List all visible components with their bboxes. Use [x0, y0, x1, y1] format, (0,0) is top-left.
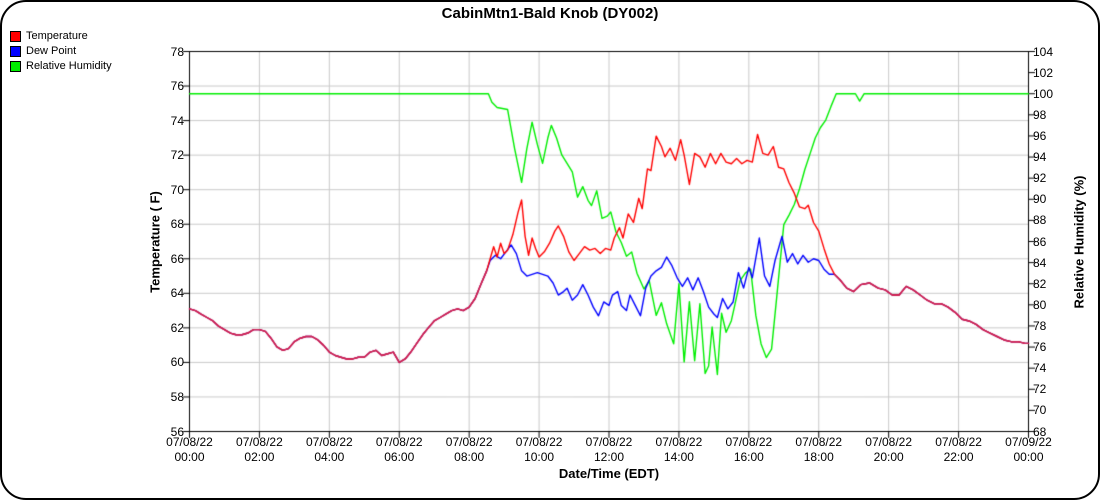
x-tick-time: 16:00: [733, 450, 764, 464]
y-axis-left-tick-label: 78: [170, 44, 184, 59]
legend-swatch-dew-point: [10, 46, 21, 57]
x-axis-tick-label: 07/08/22 06:00: [364, 435, 434, 465]
x-tick-time: 20:00: [873, 450, 904, 464]
x-axis-tick-label: 07/08/22 16:00: [714, 435, 784, 465]
chart-title: CabinMtn1-Bald Knob (DY002): [441, 5, 659, 22]
y-axis-right-tick-label: 68: [1033, 424, 1047, 439]
y-axis-left-title: Temperature ( F): [147, 191, 163, 293]
x-axis-tick-label: 07/08/22 00:00: [155, 435, 225, 465]
x-tick-time: 22:00: [943, 450, 974, 464]
y-axis-left-tick-label: 64: [170, 286, 184, 301]
x-tick-date: 07/08/22: [236, 435, 283, 449]
y-axis-right-tick-label: 90: [1033, 192, 1047, 207]
x-tick-time: 02:00: [244, 450, 275, 464]
legend-swatch-relative-humidity: [10, 61, 21, 72]
y-axis-right-tick-label: 80: [1033, 297, 1047, 312]
x-tick-date: 07/08/22: [305, 435, 353, 449]
legend-item: Dew Point: [10, 44, 112, 59]
y-axis-right-tick-label: 88: [1033, 213, 1047, 228]
y-axis-right-tick-label: 72: [1033, 382, 1047, 397]
y-axis-right-tick-label: 92: [1033, 171, 1047, 186]
x-tick-date: 07/08/22: [795, 435, 843, 449]
x-axis-tick-label: 07/08/22 02:00: [224, 435, 294, 465]
x-axis-tick-label: 07/08/22 14:00: [644, 435, 714, 465]
legend-label: Dew Point: [26, 45, 77, 57]
y-axis-left-tick-label: 66: [170, 251, 184, 266]
y-axis-left-tick-label: 58: [170, 389, 184, 404]
y-axis-left-tick-label: 60: [170, 355, 184, 370]
x-tick-date: 07/08/22: [515, 435, 563, 449]
y-axis-right-tick-label: 96: [1033, 128, 1047, 143]
x-tick-time: 04:00: [314, 450, 345, 464]
x-tick-time: 06:00: [384, 450, 415, 464]
x-tick-date: 07/08/22: [655, 435, 703, 449]
x-tick-time: 14:00: [663, 450, 694, 464]
x-axis-tick-label: 07/09/22 00:00: [994, 435, 1064, 465]
y-axis-right-tick-label: 100: [1033, 86, 1054, 101]
y-axis-left-tick-label: 68: [170, 217, 184, 232]
legend-label: Relative Humidity: [26, 60, 112, 72]
y-axis-left-tick-label: 56: [170, 424, 184, 439]
y-axis-left-tick-label: 70: [170, 182, 184, 197]
x-tick-time: 00:00: [1013, 450, 1044, 464]
x-tick-date: 07/08/22: [865, 435, 913, 449]
y-axis-right-tick-label: 98: [1033, 107, 1047, 122]
x-tick-date: 07/08/22: [725, 435, 773, 449]
x-tick-date: 07/08/22: [166, 435, 213, 449]
y-axis-right-tick-label: 84: [1033, 255, 1047, 270]
x-axis-tick-label: 07/08/22 18:00: [784, 435, 854, 465]
x-axis-tick-label: 07/08/22 10:00: [504, 435, 574, 465]
legend-item: Relative Humidity: [10, 59, 112, 74]
y-axis-right-tick-label: 78: [1033, 318, 1047, 333]
x-tick-time: 10:00: [524, 450, 555, 464]
x-axis-tick-label: 07/08/22 22:00: [924, 435, 994, 465]
y-axis-right-tick-label: 82: [1033, 276, 1047, 291]
legend-label: Temperature: [26, 30, 88, 42]
y-axis-right-tick-label: 74: [1033, 361, 1047, 376]
y-axis-right-tick-label: 102: [1033, 65, 1054, 80]
y-axis-left-tick-label: 76: [170, 79, 184, 94]
x-tick-time: 08:00: [454, 450, 485, 464]
x-tick-time: 00:00: [174, 450, 205, 464]
x-tick-date: 07/08/22: [585, 435, 633, 449]
x-tick-time: 12:00: [593, 450, 625, 464]
x-axis-tick-label: 07/08/22 12:00: [574, 435, 644, 465]
y-axis-right-tick-label: 76: [1033, 340, 1047, 355]
y-axis-right-title: Relative Humidity (%): [1071, 175, 1087, 309]
x-axis-tick-label: 07/08/22 04:00: [294, 435, 364, 465]
y-axis-right-tick-label: 86: [1033, 234, 1047, 249]
x-tick-date: 07/08/22: [375, 435, 423, 449]
x-axis-tick-label: 07/08/22 20:00: [854, 435, 924, 465]
legend-item: Temperature: [10, 29, 112, 44]
legend: Temperature Dew Point Relative Humidity: [10, 29, 112, 74]
y-axis-left-tick-label: 72: [170, 148, 184, 163]
x-axis-title: Date/Time (EDT): [558, 466, 660, 481]
y-axis-left-tick-label: 74: [170, 113, 184, 128]
y-axis-right-tick-label: 104: [1033, 44, 1054, 59]
x-tick-date: 07/08/22: [935, 435, 982, 449]
x-tick-time: 18:00: [803, 450, 834, 464]
x-axis-tick-label: 07/08/22 08:00: [434, 435, 504, 465]
y-axis-right-tick-label: 94: [1033, 150, 1047, 165]
x-tick-date: 07/09/22: [1005, 435, 1052, 449]
legend-swatch-temperature: [10, 31, 21, 42]
y-axis-left-tick-label: 62: [170, 320, 184, 335]
x-tick-date: 07/08/22: [445, 435, 493, 449]
y-axis-right-tick-label: 70: [1033, 403, 1047, 418]
